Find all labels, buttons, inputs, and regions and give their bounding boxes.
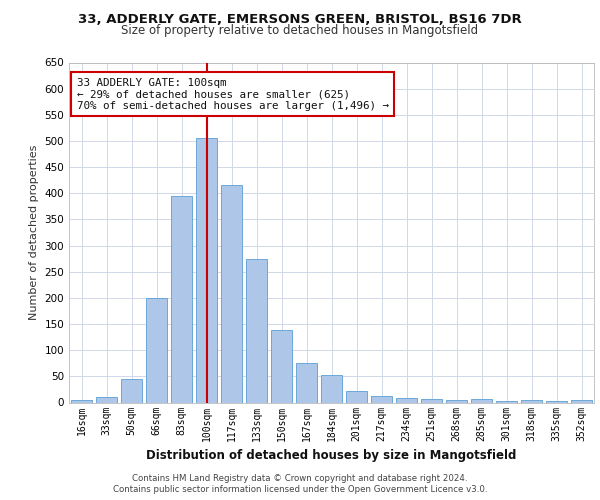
Bar — [171, 196, 192, 402]
Bar — [521, 400, 542, 402]
Text: 33, ADDERLY GATE, EMERSONS GREEN, BRISTOL, BS16 7DR: 33, ADDERLY GATE, EMERSONS GREEN, BRISTO… — [78, 13, 522, 26]
Bar — [196, 138, 217, 402]
Bar — [421, 399, 442, 402]
Bar — [221, 186, 242, 402]
Bar — [271, 330, 292, 402]
Text: Size of property relative to detached houses in Mangotsfield: Size of property relative to detached ho… — [121, 24, 479, 37]
Text: 33 ADDERLY GATE: 100sqm
← 29% of detached houses are smaller (625)
70% of semi-d: 33 ADDERLY GATE: 100sqm ← 29% of detache… — [77, 78, 389, 111]
Bar — [121, 379, 142, 402]
Bar — [571, 400, 592, 402]
Bar — [396, 398, 417, 402]
Bar — [321, 376, 342, 402]
Text: Contains HM Land Registry data © Crown copyright and database right 2024.
Contai: Contains HM Land Registry data © Crown c… — [113, 474, 487, 494]
Bar — [471, 400, 492, 402]
Bar — [371, 396, 392, 402]
Bar — [146, 298, 167, 403]
X-axis label: Distribution of detached houses by size in Mangotsfield: Distribution of detached houses by size … — [146, 449, 517, 462]
Bar — [71, 400, 92, 402]
Bar — [296, 364, 317, 403]
Y-axis label: Number of detached properties: Number of detached properties — [29, 145, 39, 320]
Bar — [446, 400, 467, 402]
Bar — [96, 398, 117, 402]
Bar — [246, 258, 267, 402]
Bar — [346, 391, 367, 402]
